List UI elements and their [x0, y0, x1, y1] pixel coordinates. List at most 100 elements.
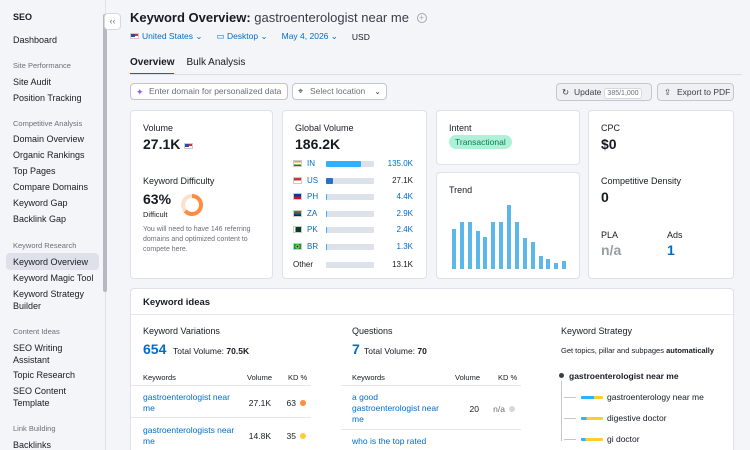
sidebar-item[interactable]: SEO Writing [13, 343, 63, 353]
sidebar-item[interactable]: Dashboard [13, 35, 58, 45]
pla-value: n/a [601, 242, 622, 258]
trend-bar[interactable] [475, 230, 480, 269]
col-keywords[interactable]: Keywords [143, 373, 176, 382]
trend-bar[interactable] [467, 222, 472, 269]
tab-bulk-analysis[interactable]: Bulk Analysis [186, 57, 246, 68]
col-kd[interactable]: KD % [288, 373, 308, 382]
sidebar-item[interactable]: Domain Overview [13, 134, 85, 144]
sidebar-item[interactable]: Top Pages [13, 166, 56, 176]
divider [131, 417, 311, 418]
strategy-child[interactable]: gi doctor [607, 434, 640, 444]
device-select[interactable]: ▭ Desktop ⌄ [216, 31, 268, 41]
question-link[interactable]: a good gastroenterologist near me [352, 392, 439, 424]
country-select[interactable]: United States ⌄ [130, 31, 203, 42]
sidebar-item[interactable]: Backlinks [13, 440, 52, 450]
country-code: IN [307, 159, 315, 168]
sidebar-item[interactable]: Position Tracking [13, 93, 82, 103]
sidebar-item[interactable]: Assistant [13, 355, 50, 365]
update-button[interactable]: ↻ Update 385/1,000 [556, 83, 652, 101]
variations-title: Keyword Variations [143, 326, 220, 336]
col-keywords[interactable]: Keywords [352, 373, 385, 382]
trend-bar[interactable] [499, 222, 504, 269]
trend-bar[interactable] [483, 237, 488, 269]
question-kd: n/a [493, 404, 505, 414]
col-volume[interactable]: Volume [455, 373, 481, 382]
sidebar-item[interactable]: Keyword Magic Tool [13, 273, 94, 283]
country-volume-value[interactable]: 1.3K [396, 241, 413, 251]
kd-level: Difficult [143, 210, 168, 219]
sidebar-scrollbar[interactable] [103, 14, 107, 292]
country-volume-value[interactable]: 4.4K [396, 192, 413, 201]
col-kd[interactable]: KD % [498, 373, 518, 382]
cpc-value: $0 [601, 136, 617, 152]
domain-input[interactable]: ✦ Enter domain for personalized data [130, 83, 288, 100]
trend-bar[interactable] [538, 256, 543, 269]
cpc-card: CPC $0 Competitive Density 0 PLA n/a Ads… [588, 110, 734, 279]
country-volume-value[interactable]: 2.4K [396, 225, 413, 234]
tab-overview[interactable]: Overview [130, 57, 175, 75]
sidebar-item[interactable]: Backlink Gap [13, 214, 67, 224]
volume-share-bar [326, 161, 374, 167]
volume-share-bar [326, 262, 374, 268]
trend-bar[interactable] [546, 259, 551, 269]
strategy-root[interactable]: gastroenterologist near me [569, 371, 679, 381]
sidebar-item[interactable]: Template [13, 398, 50, 408]
questions-count[interactable]: 7 [352, 341, 360, 357]
country-volume-row: BR 1.3K [293, 242, 413, 252]
sidebar-item[interactable]: Topic Research [13, 370, 76, 380]
keyword-kd: 63 [286, 398, 296, 408]
variations-total: Total Volume: 70.5K [173, 346, 250, 356]
trend-bar[interactable] [459, 222, 464, 269]
keyword-volume: 14.8K [248, 431, 271, 441]
trend-bar[interactable] [491, 222, 496, 269]
export-icon: ⇪ [664, 87, 672, 97]
sidebar-item[interactable]: Organic Rankings [13, 150, 85, 160]
global-volume-value: 186.2K [295, 136, 341, 152]
country-volume-row: ZA 2.9K [293, 209, 413, 219]
trend-bar[interactable] [514, 222, 519, 269]
keyword-link[interactable]: gastroenterologist near me [143, 392, 230, 413]
trend-chart [452, 205, 570, 269]
sidebar-item[interactable]: Keyword Overview [13, 257, 89, 267]
sidebar-item[interactable]: Builder [13, 301, 42, 311]
col-volume[interactable]: Volume [247, 373, 273, 382]
trend-bar[interactable] [530, 242, 535, 269]
trend-bar[interactable] [554, 262, 559, 269]
country-volume-value[interactable]: 2.9K [396, 208, 413, 218]
divider [341, 429, 521, 430]
sidebar-item[interactable]: Compare Domains [13, 182, 89, 192]
currency-label: USD [351, 31, 370, 42]
trend-bar[interactable] [507, 205, 512, 269]
strategy-child[interactable]: gastroenterology near me [607, 392, 704, 402]
date-select[interactable]: May 4, 2026 ⌄ [281, 31, 338, 41]
us-flag-icon [184, 143, 194, 149]
strategy-child[interactable]: digestive doctor [607, 413, 667, 423]
page-title-label: Keyword Overview: [130, 10, 251, 25]
trend-bar[interactable] [522, 238, 527, 269]
sidebar-section-heading: Site Performance [13, 61, 71, 70]
sidebar-section-heading: Link Building [13, 424, 56, 433]
sidebar-item[interactable]: Site Audit [13, 77, 52, 87]
sidebar-item[interactable]: Keyword Strategy [13, 289, 85, 299]
intent-bar [581, 438, 603, 441]
location-select[interactable]: ⌖ Select location ⌄ [292, 83, 387, 100]
desktop-icon: ▭ [216, 31, 225, 41]
country-volume-row: US 27.1K [293, 176, 413, 186]
trend-bar[interactable] [452, 229, 456, 269]
sidebar-item[interactable]: Keyword Gap [13, 198, 68, 208]
volume-share-bar [326, 210, 374, 217]
keyword-ideas-card: Keyword ideas Keyword Variations 654 Tot… [130, 288, 735, 450]
keyword-link[interactable]: gastroenterologists near me [143, 425, 235, 446]
ads-value[interactable]: 1 [667, 242, 675, 258]
update-count-badge: 385/1,000 [604, 88, 642, 99]
in-flag-icon [293, 160, 302, 167]
variations-count[interactable]: 654 [143, 341, 167, 357]
export-pdf-button[interactable]: ⇪ Export to PDF [657, 83, 734, 101]
sidebar-item[interactable]: SEO Content [13, 386, 67, 396]
question-link[interactable]: who is the top rated [352, 436, 427, 446]
country-volume-value[interactable]: 135.0K [387, 159, 413, 168]
chevron-down-icon: ⌄ [330, 31, 338, 41]
plus-circle-icon[interactable]: + [416, 13, 427, 23]
trend-bar[interactable] [562, 261, 567, 269]
collapse-sidebar-icon[interactable]: ‹‹ [104, 13, 121, 30]
